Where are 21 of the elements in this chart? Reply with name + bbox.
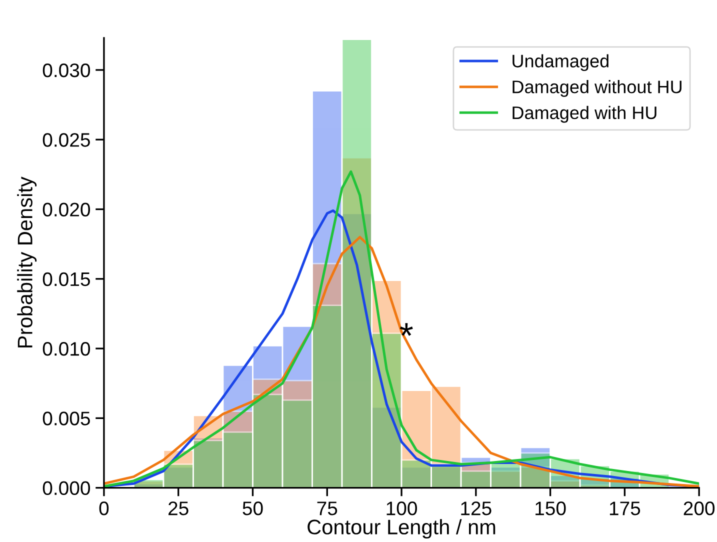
x-tick-label: 25	[168, 502, 188, 516]
legend-label: Undamaged	[512, 54, 608, 72]
x-axis-title: Contour Length / nm	[308, 519, 496, 539]
y-tick-label: 0.015	[42, 272, 90, 286]
y-tick-label: 0.020	[42, 202, 90, 216]
x-tick-label: 0	[99, 502, 109, 516]
legend-label: Damaged without HU	[512, 80, 682, 97]
y-tick-label: 0.030	[42, 63, 90, 78]
x-tick-label: 175	[610, 502, 640, 516]
x-tick-label: 50	[242, 502, 263, 516]
x-tick-label: 125	[461, 502, 492, 516]
legend-label: Damaged with HU	[512, 106, 656, 123]
y-axis-title: Probability Density	[17, 176, 37, 348]
y-tick-label: 0.010	[42, 342, 90, 356]
x-tick-label: 200	[684, 502, 715, 516]
x-tick-label: 75	[317, 502, 338, 516]
y-tick-label: 0.025	[42, 133, 90, 147]
x-tick-label: 100	[386, 502, 417, 516]
x-tick-label: 150	[536, 502, 566, 516]
y-tick-label: 0.005	[42, 412, 90, 426]
y-tick-label: 0.000	[42, 481, 90, 496]
